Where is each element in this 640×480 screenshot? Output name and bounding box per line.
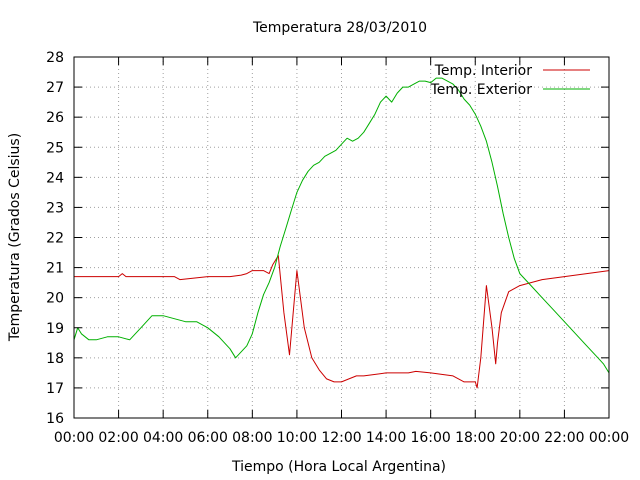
legend-label-exterior: Temp. Exterior [430, 82, 533, 98]
y-tick-label: 27 [46, 80, 64, 96]
series-line-1 [73, 77, 610, 374]
y-tick-label: 18 [46, 351, 64, 367]
y-tick-label: 16 [46, 411, 64, 427]
y-tick-label: 19 [46, 321, 64, 337]
chart-title: Temperatura 28/03/2010 [252, 20, 427, 36]
x-tick-label: 00:00 [54, 430, 94, 446]
x-tick-label: 12:00 [321, 430, 361, 446]
y-tick-label: 17 [46, 381, 64, 397]
series-layer [73, 77, 610, 389]
y-tick-label: 25 [46, 140, 64, 156]
x-tick-label: 22:00 [544, 430, 584, 446]
legend-label-interior: Temp. Interior [434, 63, 533, 79]
legend: Temp. Interior Temp. Exterior [430, 63, 590, 98]
y-tick-label: 20 [46, 291, 64, 307]
y-tick-label: 26 [46, 110, 64, 126]
x-tick-label: 02:00 [98, 430, 138, 446]
x-tick-label: 06:00 [188, 430, 228, 446]
y-tick-label: 23 [46, 200, 64, 216]
y-tick-label: 24 [46, 170, 64, 186]
y-axis-label: Temperatura (Grados Celsius) [7, 133, 23, 342]
x-tick-label: 16:00 [410, 430, 450, 446]
x-axis-label: Tiempo (Hora Local Argentina) [231, 459, 446, 475]
grid [74, 57, 609, 418]
x-tick-label: 20:00 [500, 430, 540, 446]
x-tick-label: 04:00 [143, 430, 183, 446]
x-tick-label: 14:00 [366, 430, 406, 446]
x-tick-label: 08:00 [232, 430, 272, 446]
y-tick-label: 28 [46, 50, 64, 66]
x-tick-label: 18:00 [455, 430, 495, 446]
x-tick-label: 00:00 [589, 430, 629, 446]
y-tick-label: 22 [46, 231, 64, 247]
x-tick-label: 10:00 [277, 430, 317, 446]
y-tick-label: 21 [46, 261, 64, 277]
series-line-0 [74, 255, 610, 389]
